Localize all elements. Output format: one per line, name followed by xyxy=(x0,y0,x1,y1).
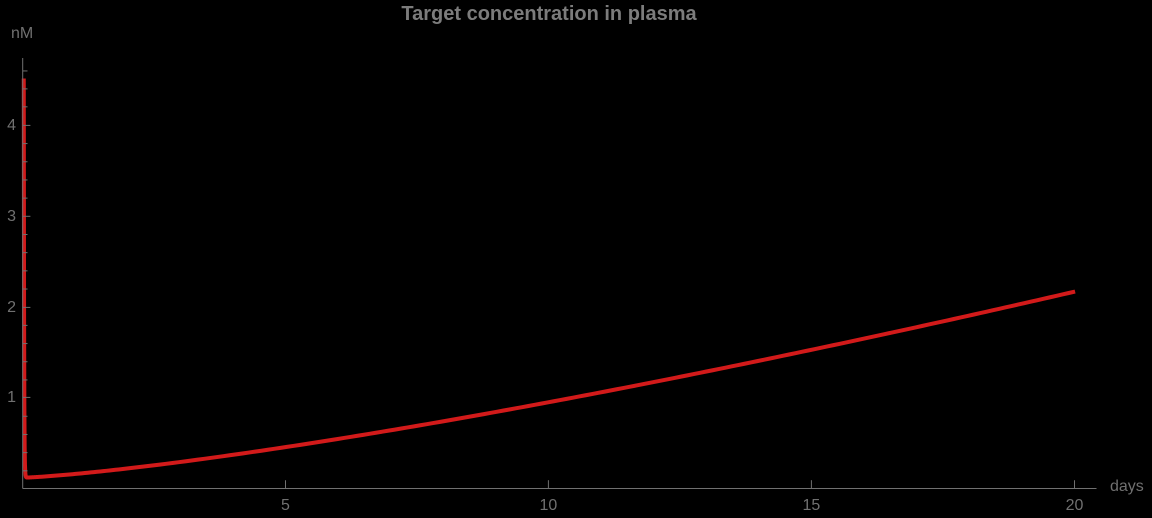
svg-text:15: 15 xyxy=(803,497,821,514)
svg-text:1: 1 xyxy=(7,389,16,406)
svg-text:2: 2 xyxy=(7,299,16,316)
svg-text:10: 10 xyxy=(540,497,558,514)
svg-text:3: 3 xyxy=(7,208,16,225)
svg-text:20: 20 xyxy=(1066,497,1084,514)
svg-text:5: 5 xyxy=(281,497,290,514)
svg-text:4: 4 xyxy=(7,117,16,134)
